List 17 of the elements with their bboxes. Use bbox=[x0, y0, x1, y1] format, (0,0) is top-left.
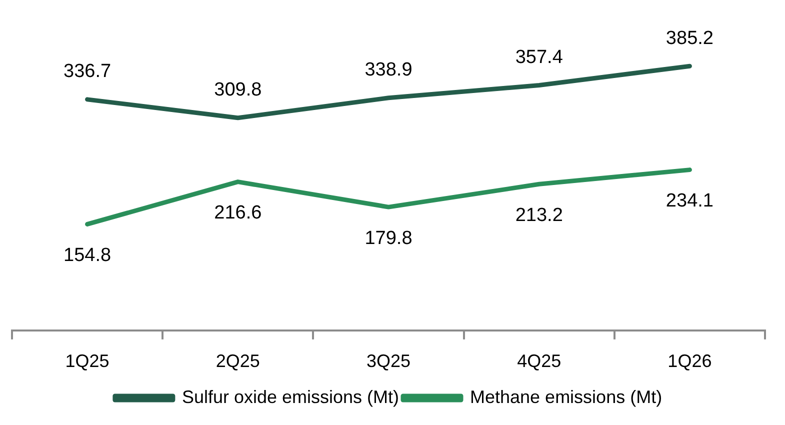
data-label: 357.4 bbox=[515, 46, 564, 68]
data-label: 216.6 bbox=[214, 202, 262, 224]
x-tick-label: 3Q25 bbox=[366, 351, 411, 372]
data-label: 234.1 bbox=[666, 190, 714, 212]
legend-label: Methane emissions (Mt) bbox=[470, 386, 662, 407]
data-label: 154.8 bbox=[64, 244, 112, 266]
data-label: 179.8 bbox=[364, 228, 412, 249]
legend-label: Sulfur oxide emissions (Mt) bbox=[182, 386, 400, 407]
x-tick-label: 4Q25 bbox=[517, 351, 562, 372]
x-tick-label: 1Q25 bbox=[65, 351, 110, 372]
data-label: 213.2 bbox=[515, 204, 563, 226]
x-tick-label: 2Q25 bbox=[216, 351, 260, 372]
data-label: 336.7 bbox=[64, 61, 112, 82]
data-label: 385.2 bbox=[666, 28, 714, 49]
data-label: 309.8 bbox=[214, 80, 262, 101]
x-tick-label: 1Q26 bbox=[668, 351, 712, 372]
data-label: 338.9 bbox=[364, 60, 412, 81]
